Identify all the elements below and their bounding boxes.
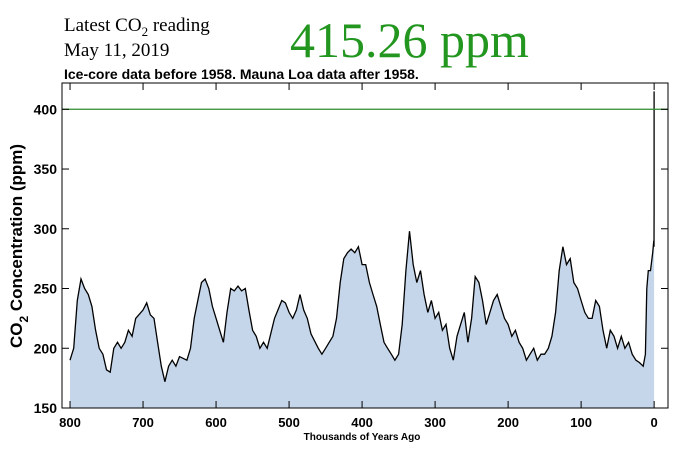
reading-label: Latest CO2 reading — [64, 15, 210, 39]
y-tick-label: 250 — [34, 281, 58, 297]
date: May 11, 2019 — [64, 40, 169, 61]
x-tick-label: 0 — [651, 415, 658, 430]
label-part: Latest CO — [64, 15, 142, 36]
x-axis-label: Thousands of Years Ago — [304, 432, 421, 443]
chart-title: Ice-core data before 1958. Mauna Loa dat… — [64, 66, 419, 82]
x-tick-label: 600 — [205, 415, 227, 430]
label-part: Concentration (ppm) — [7, 144, 26, 316]
reading: 415.26 ppm — [290, 12, 529, 68]
y-tick-label: 150 — [34, 400, 58, 416]
x-tick-label: 100 — [570, 415, 592, 430]
label-sub: 2 — [142, 24, 149, 39]
x-tick-label: 400 — [351, 415, 373, 430]
x-tick-label: 700 — [132, 415, 154, 430]
label-sub: 2 — [17, 316, 31, 323]
x-tick-label: 500 — [278, 415, 300, 430]
x-tick-label: 800 — [59, 415, 81, 430]
y-tick-label: 300 — [34, 221, 58, 237]
x-tick-label: 300 — [424, 415, 446, 430]
label-part: reading — [148, 15, 210, 36]
area — [70, 91, 655, 409]
label-part: CO — [7, 323, 26, 349]
x-tick-label: 200 — [497, 415, 519, 430]
plot-frame — [61, 82, 669, 409]
y-tick-label: 350 — [34, 161, 58, 177]
y-tick-label: 400 — [34, 101, 58, 117]
line — [69, 91, 655, 382]
y-tick-label: 200 — [34, 340, 58, 356]
y-axis-label: CO2 Concentration (ppm) — [7, 144, 31, 348]
